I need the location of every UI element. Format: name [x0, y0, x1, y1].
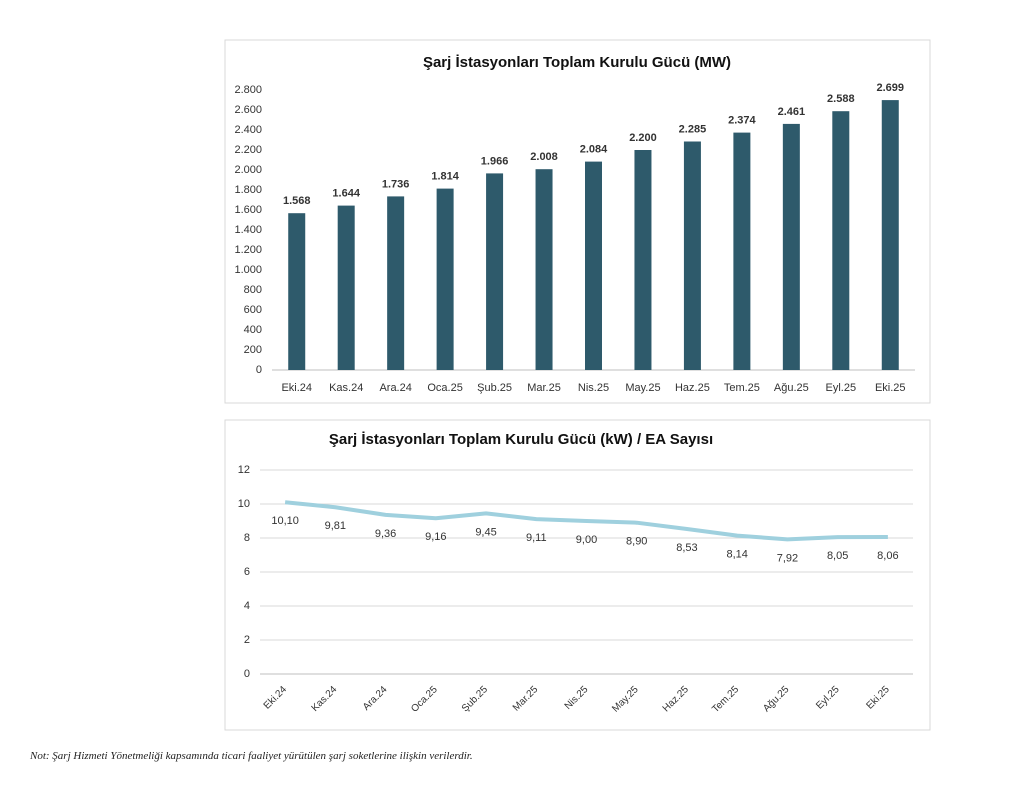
x-tick-label: May.25 — [625, 382, 660, 394]
data-label: 1.736 — [382, 178, 410, 190]
x-tick-label: Eyl.25 — [826, 382, 857, 394]
y-tick-label: 0 — [244, 668, 250, 680]
y-tick-label: 8 — [244, 532, 250, 544]
y-tick-label: 1.800 — [234, 184, 262, 196]
y-tick-label: 2.800 — [234, 84, 262, 96]
data-label: 2.285 — [679, 123, 707, 135]
data-label: 9,00 — [576, 534, 597, 546]
bar — [288, 213, 306, 370]
y-tick-label: 6 — [244, 566, 250, 578]
y-tick-label: 1.400 — [234, 224, 262, 236]
data-label: 8,06 — [877, 550, 898, 562]
bar — [436, 188, 454, 370]
x-tick-label: Eki.24 — [281, 382, 312, 394]
bar — [634, 150, 652, 370]
data-label: 7,92 — [777, 552, 798, 564]
y-tick-label: 600 — [244, 304, 262, 316]
data-label: 8,14 — [726, 549, 747, 561]
data-label: 2.200 — [629, 132, 657, 144]
y-tick-label: 1.200 — [234, 244, 262, 256]
y-tick-label: 2 — [244, 634, 250, 646]
footnote: Not: Şarj Hizmeti Yönetmeliği kapsamında… — [30, 750, 473, 762]
data-label: 9,81 — [325, 520, 346, 532]
chart-title: Şarj İstasyonları Toplam Kurulu Gücü (MW… — [423, 54, 731, 71]
y-tick-label: 4 — [244, 600, 250, 612]
bar — [535, 169, 553, 370]
x-tick-label: Şub.25 — [477, 382, 512, 394]
data-label: 1.568 — [283, 195, 311, 207]
bar — [881, 100, 899, 370]
data-label: 2.084 — [580, 144, 608, 156]
bar — [486, 173, 504, 370]
data-label: 2.699 — [877, 82, 905, 94]
data-label: 8,53 — [676, 542, 697, 554]
bar — [683, 141, 701, 370]
data-label: 8,05 — [827, 550, 848, 562]
data-label: 9,16 — [425, 531, 446, 543]
x-tick-label: Nis.25 — [578, 382, 609, 394]
y-tick-label: 400 — [244, 324, 262, 336]
y-tick-label: 12 — [238, 464, 250, 476]
bar — [337, 205, 355, 370]
y-tick-label: 0 — [256, 364, 262, 376]
y-tick-label: 200 — [244, 344, 262, 356]
data-label: 8,90 — [626, 536, 647, 548]
y-tick-label: 2.400 — [234, 124, 262, 136]
y-tick-label: 1.600 — [234, 204, 262, 216]
chart-title: Şarj İstasyonları Toplam Kurulu Gücü (kW… — [329, 431, 713, 448]
y-tick-label: 1.000 — [234, 264, 262, 276]
x-tick-label: Eki.25 — [875, 382, 906, 394]
bar — [585, 161, 602, 370]
data-label: 10,10 — [271, 515, 299, 527]
chart-frame — [224, 419, 931, 731]
bar — [782, 123, 800, 371]
x-tick-label: Tem.25 — [724, 382, 760, 394]
y-tick-label: 2.000 — [234, 164, 262, 176]
data-label: 9,45 — [475, 526, 496, 538]
data-label: 2.374 — [728, 115, 756, 127]
data-label: 1.644 — [332, 188, 360, 200]
bar — [387, 196, 405, 370]
x-tick-label: Ağu.25 — [774, 382, 809, 394]
y-tick-label: 800 — [244, 284, 262, 296]
data-label: 1.966 — [481, 155, 509, 167]
chart-frame — [224, 39, 931, 404]
y-tick-label: 10 — [238, 498, 250, 510]
x-tick-label: Ara.24 — [379, 382, 411, 394]
y-tick-label: 2.600 — [234, 104, 262, 116]
x-tick-label: Mar.25 — [527, 382, 561, 394]
x-tick-label: Oca.25 — [427, 382, 462, 394]
data-label: 2.461 — [778, 106, 806, 118]
data-label: 9,11 — [526, 532, 547, 544]
data-label: 2.008 — [530, 151, 558, 163]
data-label: 9,36 — [375, 528, 396, 540]
y-tick-label: 2.200 — [234, 144, 262, 156]
x-tick-label: Haz.25 — [675, 382, 710, 394]
bar — [733, 132, 751, 370]
line — [284, 500, 888, 542]
data-label: 1.814 — [431, 171, 459, 183]
x-tick-label: Kas.24 — [329, 382, 363, 394]
bar — [832, 111, 850, 370]
data-label: 2.588 — [827, 93, 855, 105]
